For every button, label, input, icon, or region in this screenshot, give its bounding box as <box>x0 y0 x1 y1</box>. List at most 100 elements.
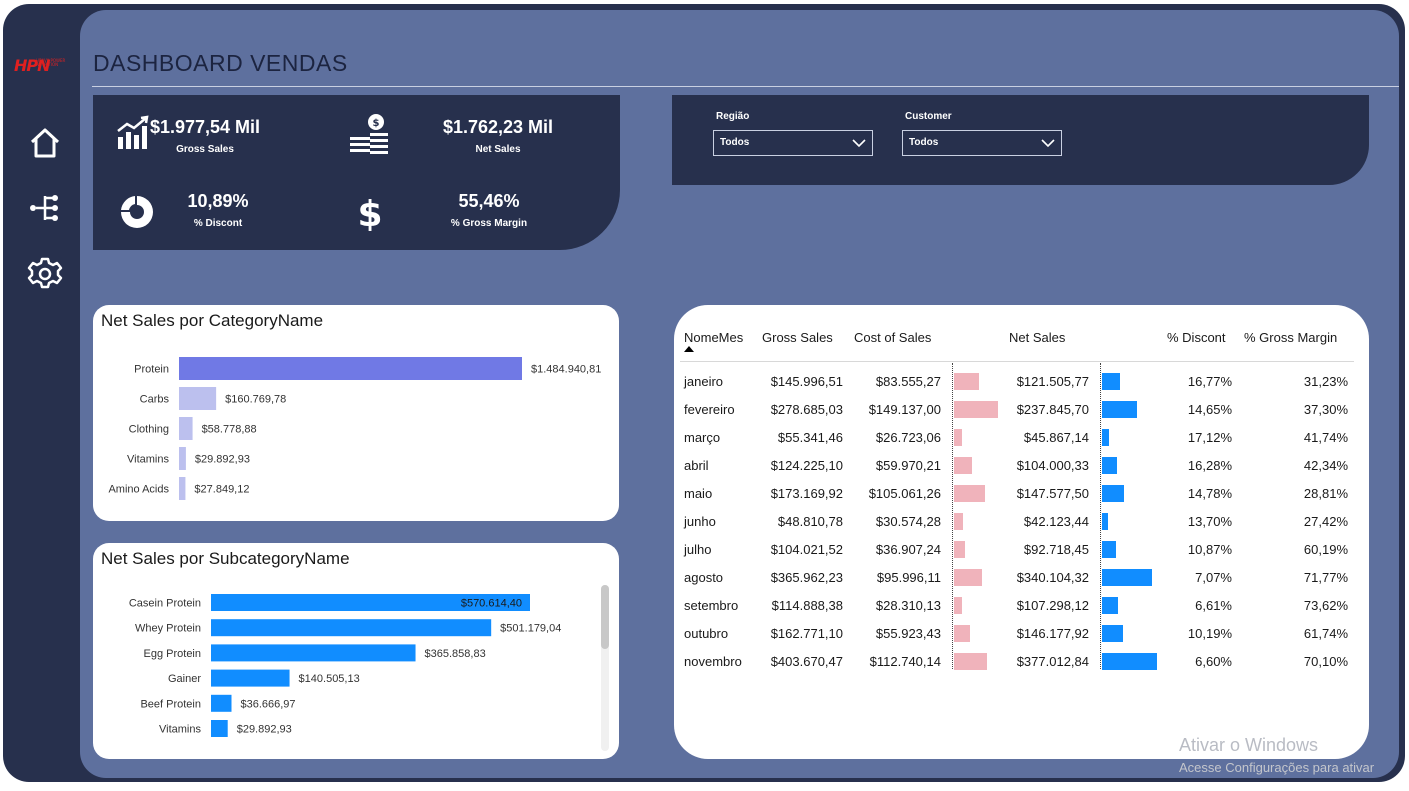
cell-month: setembro <box>684 598 739 613</box>
home-icon[interactable] <box>27 125 63 161</box>
scrollbar-thumb[interactable] <box>601 585 609 649</box>
cell-net-sales: $237.845,70 <box>1016 402 1089 417</box>
cell-gross-sales: $124.225,10 <box>770 458 843 473</box>
bar[interactable] <box>211 619 492 637</box>
cell-discount: 17,12% <box>1187 430 1232 445</box>
category-label: Protein <box>134 364 169 376</box>
bar[interactable] <box>211 720 228 737</box>
column-header-discount[interactable]: % Discont <box>1167 330 1226 345</box>
cell-month: outubro <box>684 626 729 641</box>
cost-bar <box>954 625 971 642</box>
cell-discount: 14,78% <box>1187 486 1232 501</box>
data-label: $140.505,13 <box>299 673 360 685</box>
cell-gross-sales: $48.810,78 <box>777 514 843 529</box>
table-row[interactable]: junho $48.810,78 $30.574,28 $42.123,44 13,70… <box>674 508 1364 536</box>
data-label: $570.614,40 <box>461 598 522 610</box>
column-header-gross-margin[interactable]: % Gross Margin <box>1244 330 1338 345</box>
cell-gross-sales: $114.888,38 <box>771 598 843 613</box>
net-sales-bar <box>1102 401 1137 418</box>
column-header-cost-of-sales[interactable]: Cost of Sales <box>854 330 932 345</box>
cost-bar <box>954 653 988 670</box>
hierarchy-icon[interactable] <box>27 190 63 226</box>
kpi-gross-sales-value: $1.977,54 Mil <box>149 117 261 137</box>
cell-discount: 6,60% <box>1195 654 1232 669</box>
kpi-discount-value: 10,89% <box>187 191 249 211</box>
cell-gross-sales: $365.962,23 <box>770 570 843 585</box>
cost-bar <box>954 457 972 474</box>
filter-customer-label: Customer <box>905 111 952 122</box>
kpi-net-sales: $1.762,23 Mil Net Sales <box>418 117 578 155</box>
table-row[interactable]: março $55.341,46 $26.723,06 $45.867,14 17,12… <box>674 424 1364 452</box>
money-stack-icon: $ <box>350 114 388 154</box>
cost-bar <box>954 541 965 558</box>
column-header-gross-sales[interactable]: Gross Sales <box>762 330 833 345</box>
bar[interactable] <box>179 417 193 440</box>
cell-cost-of-sales: $83.555,27 <box>875 374 941 389</box>
cost-bar <box>954 513 964 530</box>
gear-icon[interactable] <box>27 256 63 292</box>
net-sales-bar <box>1102 597 1118 614</box>
table-row[interactable]: janeiro $145.996,51 $83.555,27 $121.505,77 1… <box>674 368 1364 396</box>
bar[interactable] <box>179 477 186 500</box>
table-row[interactable]: setembro $114.888,38 $28.310,13 $107.298,12… <box>674 592 1364 620</box>
cell-gross-margin: 41,74% <box>1303 430 1348 445</box>
regiao-dropdown-value: Todos <box>720 137 750 148</box>
table-row[interactable]: agosto $365.962,23 $95.996,11 $340.104,32 7,… <box>674 564 1364 592</box>
table-row[interactable]: julho $104.021,52 $36.907,24 $92.718,45 10,8… <box>674 536 1364 564</box>
cell-gross-margin: 61,74% <box>1303 626 1348 641</box>
bar[interactable] <box>179 357 522 380</box>
table-row[interactable]: fevereiro $278.685,03 $149.137,00 $237.845,… <box>674 396 1364 424</box>
brand-logo: HPN HEAVY POWER NUTRITION <box>14 56 72 78</box>
cell-gross-margin: 31,23% <box>1303 374 1348 389</box>
cost-bar <box>954 569 983 586</box>
cost-bar <box>954 597 963 614</box>
bar[interactable] <box>211 694 232 712</box>
table-row[interactable]: abril $124.225,10 $59.970,21 $104.000,33 16,… <box>674 452 1364 480</box>
subcategory-scrollbar[interactable] <box>601 585 609 751</box>
category-chart-card: Net Sales por CategoryName Protein $1.484… <box>93 305 619 521</box>
net-sales-bar <box>1102 485 1124 502</box>
cell-cost-of-sales: $55.923,43 <box>875 626 941 641</box>
chevron-down-icon <box>1041 139 1055 148</box>
bar[interactable] <box>179 447 186 470</box>
cell-gross-margin: 73,62% <box>1303 598 1348 613</box>
svg-text:$: $ <box>357 194 382 231</box>
cell-gross-margin: 37,30% <box>1303 402 1348 417</box>
cell-discount: 14,65% <box>1187 402 1232 417</box>
column-header-net-sales[interactable]: Net Sales <box>1009 330 1066 345</box>
data-label: $58.778,88 <box>202 424 257 436</box>
cell-discount: 6,61% <box>1195 598 1232 613</box>
category-label: Clothing <box>129 424 169 436</box>
cell-discount: 16,77% <box>1187 374 1232 389</box>
net-sales-bar <box>1102 513 1109 530</box>
category-label: Casein Protein <box>129 598 201 610</box>
column-header-month[interactable]: NomeMes <box>684 330 744 345</box>
cell-net-sales: $121.505,77 <box>1016 374 1089 389</box>
bar[interactable] <box>211 644 416 662</box>
filter-card: Região Todos Customer Todos <box>672 95 1369 185</box>
cell-discount: 10,19% <box>1187 626 1232 641</box>
cell-month: maio <box>684 486 713 501</box>
bar[interactable] <box>211 669 290 687</box>
bar[interactable] <box>211 594 530 611</box>
cell-discount: 16,28% <box>1187 458 1232 473</box>
data-label: $1.484.940,81 <box>531 364 601 376</box>
net-sales-bar <box>1102 429 1109 446</box>
table-row[interactable]: maio $173.169,92 $105.061,26 $147.577,50 14,… <box>674 480 1364 508</box>
customer-dropdown[interactable]: Todos <box>902 130 1062 156</box>
cell-net-sales: $377.012,84 <box>1016 654 1089 669</box>
cell-discount: 13,70% <box>1187 514 1232 529</box>
regiao-dropdown[interactable]: Todos <box>713 130 873 156</box>
data-label: $365.858,83 <box>425 648 486 660</box>
kpi-gross-margin-value: 55,46% <box>458 191 520 211</box>
table-row[interactable]: novembro $403.670,47 $112.740,14 $377.012,8… <box>674 648 1364 676</box>
sort-ascending-icon <box>684 346 694 352</box>
chevron-down-icon <box>852 139 866 148</box>
table-row[interactable]: outubro $162.771,10 $55.923,43 $146.177,92 1… <box>674 620 1364 648</box>
cell-gross-sales: $104.021,52 <box>770 542 843 557</box>
category-label: Amino Acids <box>108 484 169 496</box>
cell-gross-sales: $403.670,47 <box>770 654 843 669</box>
cell-net-sales: $42.123,44 <box>1023 514 1089 529</box>
category-label: Beef Protein <box>140 698 201 710</box>
bar[interactable] <box>179 387 217 410</box>
